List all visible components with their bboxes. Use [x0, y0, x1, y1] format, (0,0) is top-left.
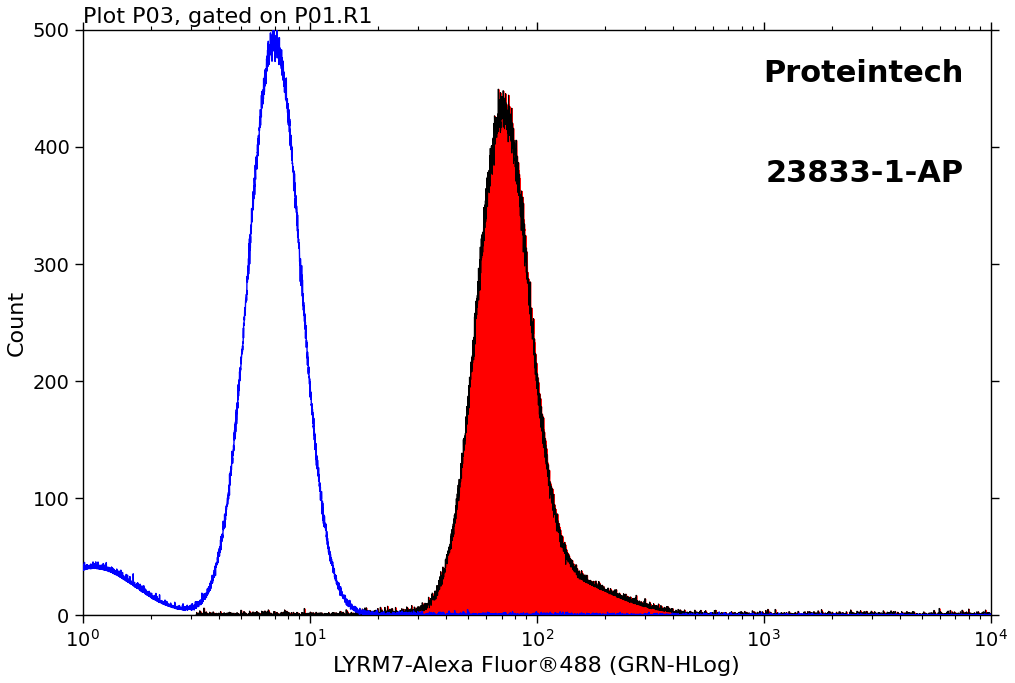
X-axis label: LYRM7-Alexa Fluor®488 (GRN-HLog): LYRM7-Alexa Fluor®488 (GRN-HLog)	[333, 656, 740, 676]
Text: 23833-1-AP: 23833-1-AP	[765, 158, 963, 188]
Y-axis label: Count: Count	[7, 290, 27, 356]
Text: Proteintech: Proteintech	[763, 59, 963, 88]
Text: Plot P03, gated on P01.R1: Plot P03, gated on P01.R1	[82, 7, 373, 27]
